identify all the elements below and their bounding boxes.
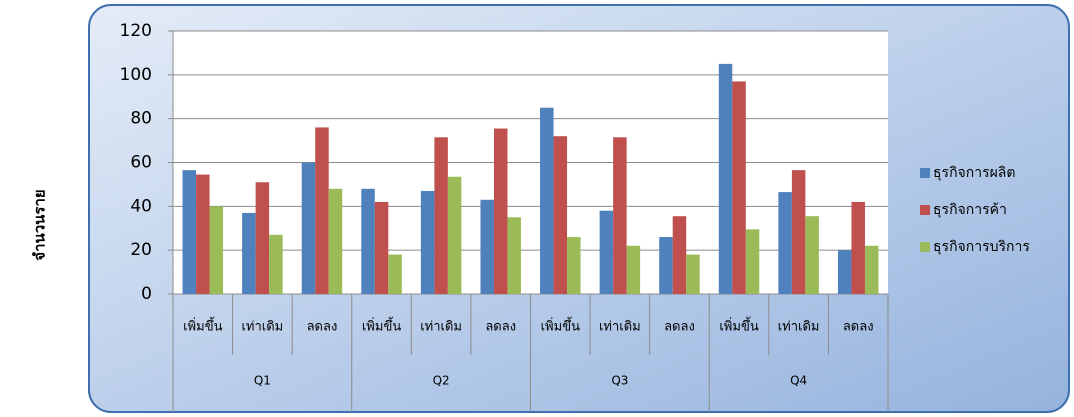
legend-label: ธุรกิจการบริการ	[933, 239, 1030, 255]
bar	[255, 182, 270, 294]
bar	[745, 229, 760, 294]
bar	[480, 199, 494, 294]
group-label: Q3	[611, 374, 628, 388]
bar	[613, 137, 627, 294]
bar	[242, 212, 256, 294]
bar	[374, 201, 389, 294]
bar	[328, 188, 343, 294]
legend-swatch	[920, 242, 930, 252]
bar	[672, 216, 687, 294]
y-tick-label: 20	[130, 240, 152, 260]
y-tick-label: 60	[130, 153, 152, 173]
bar	[540, 107, 554, 294]
bar	[791, 170, 806, 294]
x-tick-label: ลดลง	[485, 320, 516, 335]
bar	[864, 245, 879, 294]
bar	[553, 136, 568, 294]
y-tick-label: 40	[130, 196, 152, 216]
bar	[718, 63, 733, 294]
y-tick-label: 80	[130, 109, 152, 129]
x-tick-label: เท่าเดิม	[241, 320, 283, 335]
bar	[805, 216, 819, 294]
bar	[567, 237, 581, 294]
legend-swatch	[920, 205, 930, 215]
bar	[209, 206, 224, 294]
y-tick-label: 100	[120, 65, 152, 85]
group-label: Q2	[433, 374, 450, 388]
bar	[599, 210, 614, 294]
bar	[361, 188, 375, 294]
bar	[434, 137, 448, 294]
bar	[315, 127, 329, 294]
bar	[420, 190, 435, 294]
bar	[686, 254, 700, 294]
bar	[388, 254, 402, 294]
x-tick-label: ลดลง	[664, 320, 695, 335]
legend-swatch	[920, 168, 930, 178]
y-axis-label: จำนวนราย	[31, 189, 49, 260]
legend-label: ธุรกิจการค้า	[933, 202, 1007, 218]
bar	[182, 170, 197, 294]
group-label: Q4	[790, 374, 807, 388]
bar	[851, 201, 865, 294]
x-tick-label: ลดลง	[307, 320, 338, 335]
y-tick-label: 120	[120, 21, 152, 41]
bar	[778, 192, 792, 294]
bar	[301, 162, 316, 294]
bar	[447, 176, 462, 294]
x-tick-label: เพิ่มขึ้น	[541, 317, 580, 335]
bar	[626, 245, 641, 294]
x-tick-label: เพิ่มขึ้น	[719, 317, 758, 335]
bar	[837, 250, 852, 294]
x-tick-label: เท่าเดิม	[420, 320, 462, 335]
x-tick-label: เพิ่มขึ้น	[362, 317, 401, 335]
legend-label: ธุรกิจการผลิต	[933, 165, 1015, 181]
bar	[493, 128, 508, 294]
bar	[269, 234, 283, 294]
y-tick-label: 0	[141, 284, 152, 304]
x-tick-label: เท่าเดิม	[778, 320, 820, 335]
x-tick-label: เพิ่มขึ้น	[183, 317, 222, 335]
x-tick-label: เท่าเดิม	[599, 320, 641, 335]
bar	[507, 217, 521, 294]
bar	[659, 237, 673, 294]
x-tick-label: ลดลง	[843, 320, 874, 335]
bar	[732, 81, 746, 295]
bar	[196, 174, 210, 294]
group-label: Q1	[254, 374, 271, 388]
